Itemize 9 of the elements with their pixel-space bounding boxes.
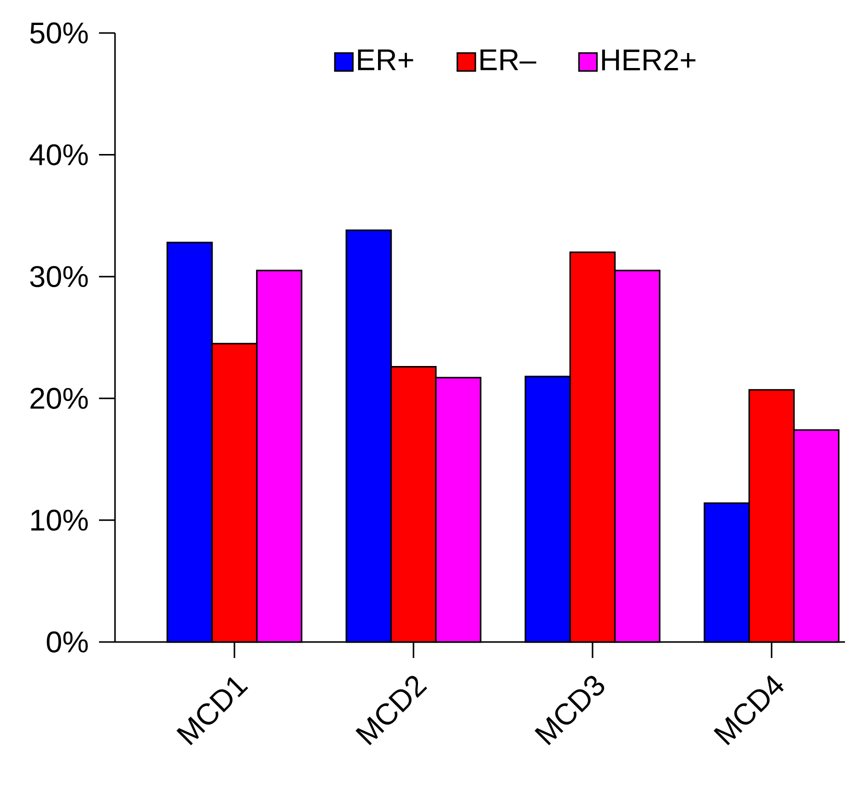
y-tick-label: 50% [30,22,88,44]
y-tick-label: 20% [30,388,88,409]
legend-label: ER+ [358,50,414,70]
y-tick-label: 30% [30,266,88,288]
y-tick-label: 0% [46,631,88,653]
y-tick-label: 40% [30,144,88,166]
y-tick-label: 10% [31,510,88,531]
legend-label: ER– [480,50,536,70]
legend-label: HER2+ [602,49,696,70]
